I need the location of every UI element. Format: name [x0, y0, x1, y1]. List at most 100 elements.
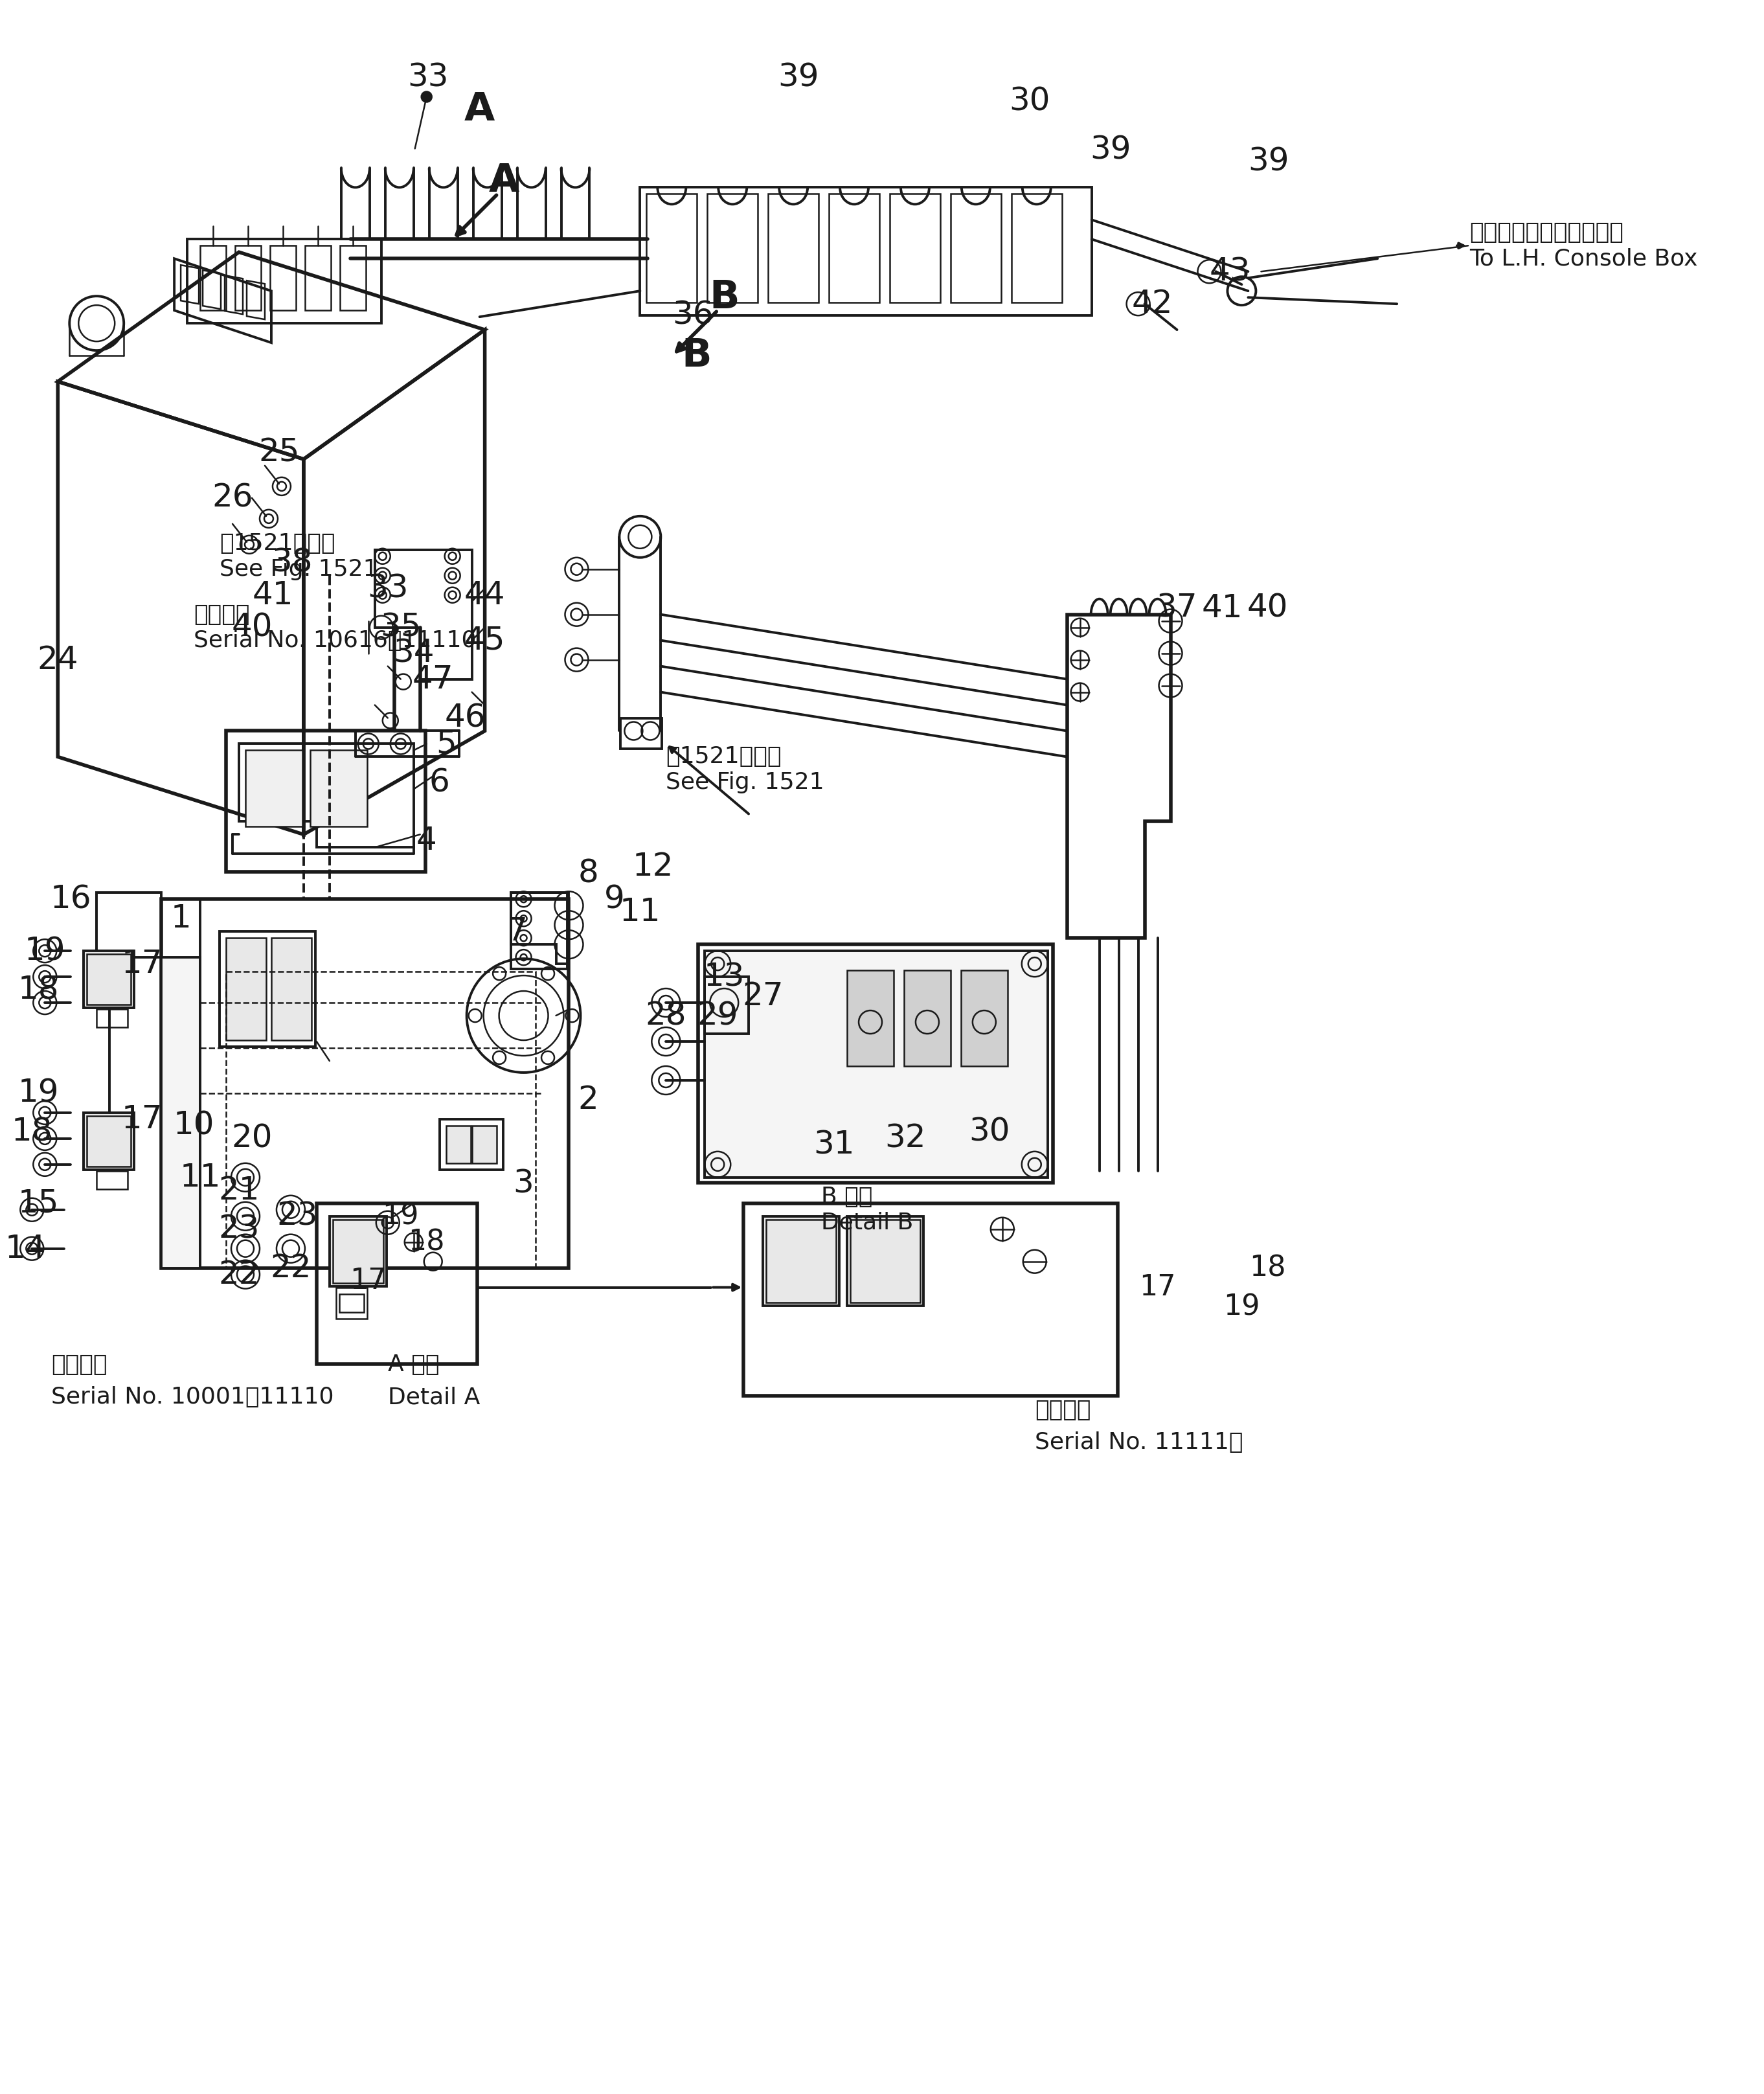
Text: 41: 41 — [1201, 593, 1244, 624]
Bar — [764, 1217, 840, 1305]
Bar — [86, 955, 131, 1005]
Bar — [316, 1204, 476, 1363]
Text: 10: 10 — [173, 1110, 213, 1141]
Text: 39: 39 — [1249, 147, 1289, 178]
Text: 適用号機: 適用号機 — [51, 1355, 108, 1376]
Text: 35: 35 — [379, 611, 422, 643]
Text: 1: 1 — [171, 903, 191, 934]
Text: 21: 21 — [219, 1175, 259, 1206]
Bar — [951, 195, 1000, 304]
Text: 47: 47 — [413, 664, 453, 695]
Text: B: B — [681, 337, 711, 375]
Text: B 詳細: B 詳細 — [822, 1185, 873, 1208]
Text: 23: 23 — [277, 1200, 318, 1231]
Text: 36: 36 — [672, 299, 714, 331]
Text: 20: 20 — [231, 1122, 272, 1154]
Text: 適用号機: 適用号機 — [194, 603, 250, 626]
Text: 17: 17 — [122, 949, 162, 980]
Text: 22: 22 — [270, 1252, 310, 1284]
Bar — [1011, 195, 1062, 304]
Text: Detail A: Detail A — [388, 1386, 480, 1409]
Bar — [847, 1217, 923, 1305]
Text: 7: 7 — [506, 915, 527, 946]
Bar — [226, 731, 425, 871]
Text: 8: 8 — [579, 859, 598, 888]
Bar — [310, 750, 367, 827]
Text: See Fig. 1521: See Fig. 1521 — [219, 559, 377, 580]
Text: 4: 4 — [416, 825, 437, 856]
Circle shape — [422, 92, 432, 103]
Bar — [961, 970, 1007, 1066]
Text: 40: 40 — [231, 611, 272, 643]
Text: 37: 37 — [1157, 593, 1198, 624]
Text: Detail B: Detail B — [822, 1212, 914, 1233]
Bar — [333, 1219, 383, 1284]
Bar — [83, 951, 134, 1007]
Text: 33: 33 — [367, 574, 407, 605]
Bar — [621, 718, 662, 750]
Text: 16: 16 — [49, 884, 92, 915]
Bar — [86, 1116, 131, 1166]
Text: 5: 5 — [436, 729, 457, 760]
Text: 適用号機: 適用号機 — [1035, 1399, 1090, 1422]
Bar — [471, 1127, 496, 1162]
Bar — [446, 1127, 471, 1162]
Bar — [707, 195, 759, 304]
Text: 31: 31 — [813, 1129, 856, 1160]
Bar — [199, 245, 226, 310]
Bar — [699, 944, 1053, 1183]
Text: See Fig. 1521: See Fig. 1521 — [667, 773, 824, 794]
Text: 3: 3 — [513, 1168, 534, 1200]
Text: 15: 15 — [18, 1187, 58, 1219]
Text: 12: 12 — [633, 852, 674, 882]
Bar — [235, 245, 261, 310]
Text: 40: 40 — [1247, 593, 1288, 624]
Text: Serial No. 10616～11110: Serial No. 10616～11110 — [194, 630, 476, 651]
Text: 第1521図参照: 第1521図参照 — [667, 745, 781, 768]
Text: 19: 19 — [25, 936, 65, 967]
Text: To L.H. Console Box: To L.H. Console Box — [1469, 247, 1697, 270]
Bar — [226, 938, 266, 1041]
Text: 11: 11 — [180, 1162, 220, 1194]
Polygon shape — [161, 898, 199, 1269]
Text: 第1521図参照: 第1521図参照 — [219, 532, 335, 555]
Text: 26: 26 — [212, 482, 252, 513]
Bar — [829, 195, 880, 304]
Text: A: A — [464, 90, 496, 130]
Bar — [647, 195, 697, 304]
Bar — [439, 1118, 503, 1171]
Text: 18: 18 — [18, 974, 58, 1005]
Text: 11: 11 — [619, 896, 660, 928]
Text: 9: 9 — [603, 884, 624, 915]
Text: Serial No. 11111～: Serial No. 11111～ — [1035, 1432, 1244, 1453]
Text: 32: 32 — [886, 1122, 926, 1154]
Bar — [903, 970, 951, 1066]
Bar — [706, 976, 748, 1034]
Bar — [245, 750, 302, 827]
Text: Serial No. 10001～11110: Serial No. 10001～11110 — [51, 1386, 333, 1409]
Bar — [330, 1217, 386, 1286]
Text: 34: 34 — [393, 639, 434, 668]
Text: A: A — [489, 161, 520, 201]
Polygon shape — [706, 951, 1048, 1177]
Text: 24: 24 — [37, 645, 78, 674]
Bar — [889, 195, 940, 304]
Text: 25: 25 — [259, 438, 300, 469]
Text: 左コンソールボックスへ: 左コンソールボックスへ — [1469, 222, 1623, 243]
Text: 28: 28 — [646, 1001, 686, 1030]
Text: 42: 42 — [1132, 289, 1173, 320]
Bar — [226, 972, 534, 1269]
Bar — [510, 892, 568, 970]
Text: 29: 29 — [697, 1001, 739, 1030]
Text: 46: 46 — [445, 701, 487, 733]
Text: 19: 19 — [18, 1078, 58, 1110]
Text: 2: 2 — [579, 1085, 598, 1116]
Text: 22: 22 — [219, 1258, 259, 1290]
Text: 44: 44 — [464, 580, 505, 611]
Text: 19: 19 — [1224, 1292, 1259, 1321]
Text: 38: 38 — [272, 547, 312, 578]
Text: 6: 6 — [429, 766, 450, 798]
Text: 39: 39 — [778, 63, 818, 92]
Text: 41: 41 — [252, 580, 293, 611]
Text: 30: 30 — [1009, 86, 1050, 117]
